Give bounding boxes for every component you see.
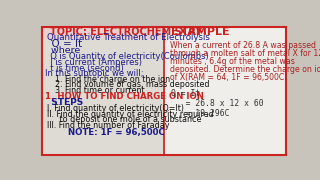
Text: 3. Find time or current: 3. Find time or current [50, 86, 145, 94]
Text: TOPIC: ELECTROCHEMISTRY: TOPIC: ELECTROCHEMISTRY [50, 27, 203, 37]
Text: to deposit one mole of a substance: to deposit one mole of a substance [47, 115, 202, 124]
Text: minutes , 6.4g of the metal was: minutes , 6.4g of the metal was [170, 57, 295, 66]
Text: = 19,296C: = 19,296C [172, 109, 230, 118]
Text: II. Find the quantity of electricity required: II. Find the quantity of electricity req… [47, 110, 214, 119]
Text: of X(RAM = 64, 1F = 96,500C): of X(RAM = 64, 1F = 96,500C) [170, 73, 287, 82]
Text: t is time (second): t is time (second) [45, 64, 124, 73]
Text: Q is Quantity of electricity(Coulombs): Q is Quantity of electricity(Coulombs) [45, 52, 209, 61]
Text: 1. Find the charge on the ion: 1. Find the charge on the ion [50, 75, 170, 84]
Text: Q = It: Q = It [172, 89, 201, 98]
Text: When a current of 26.8 A was passed: When a current of 26.8 A was passed [170, 41, 316, 50]
Text: 1. HOW TO FIND CHARGE ON ION: 1. HOW TO FIND CHARGE ON ION [45, 92, 204, 101]
FancyBboxPatch shape [43, 27, 163, 39]
Text: through a molten salt of metal X for 12: through a molten salt of metal X for 12 [170, 49, 320, 58]
FancyBboxPatch shape [43, 27, 163, 155]
Text: where: where [45, 46, 80, 55]
Text: = 26.8 x 12 x 60: = 26.8 x 12 x 60 [172, 99, 264, 108]
FancyBboxPatch shape [165, 27, 285, 155]
Text: Q = It: Q = It [45, 39, 82, 49]
Text: I. Find quantity of electricity(Q=It): I. Find quantity of electricity(Q=It) [47, 104, 184, 113]
Text: deposited. Determine the charge on ion: deposited. Determine the charge on ion [170, 65, 320, 74]
Text: EXAMPLE: EXAMPLE [172, 27, 230, 37]
Text: STEPS: STEPS [45, 98, 83, 107]
Text: NOTE: 1F = 96,500C: NOTE: 1F = 96,500C [47, 128, 165, 137]
Text: I is current (Amperes): I is current (Amperes) [45, 58, 142, 67]
Text: In this subtopic we will;: In this subtopic we will; [45, 69, 143, 78]
Text: Quantitative Treatment of Electrolysis: Quantitative Treatment of Electrolysis [47, 33, 210, 42]
Text: 2. Find volume of gas, mass deposited: 2. Find volume of gas, mass deposited [50, 80, 209, 89]
Text: III. Find the number of Faraday: III. Find the number of Faraday [47, 121, 170, 130]
